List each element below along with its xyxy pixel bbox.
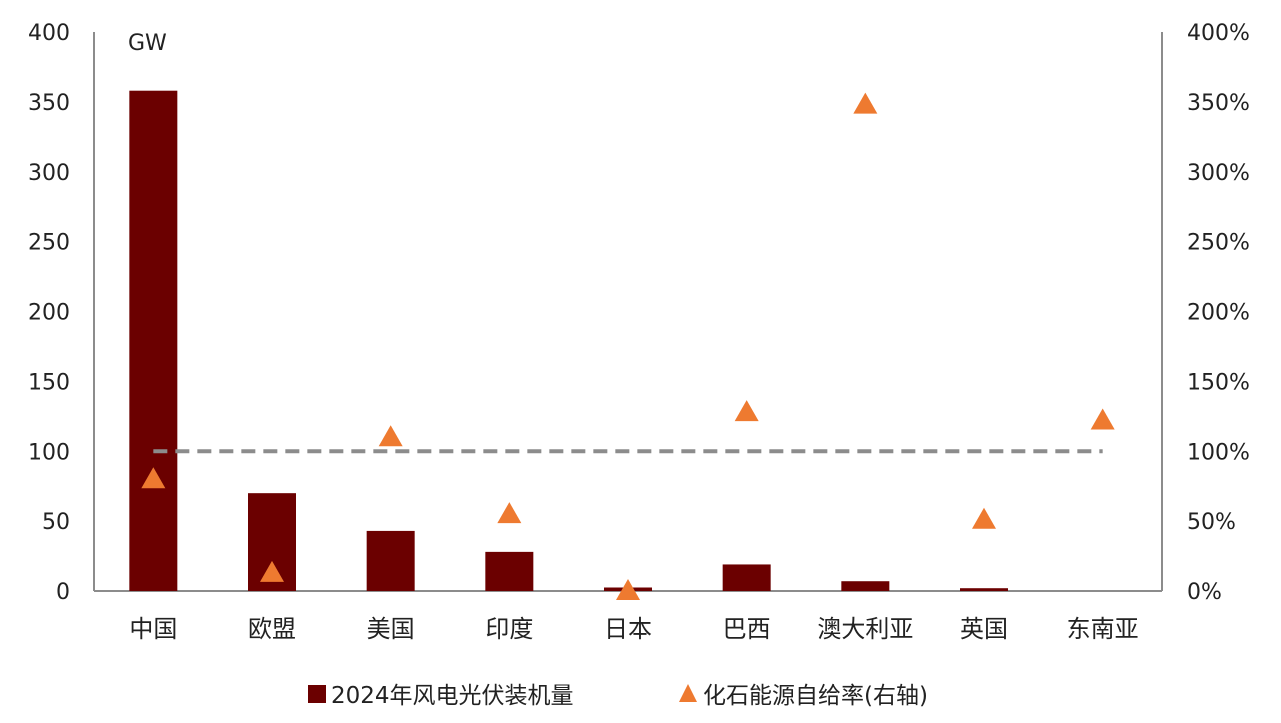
right-tick-label: 400%	[1187, 21, 1250, 46]
left-tick-label: 250	[28, 231, 70, 256]
triangle-marker	[616, 579, 640, 600]
right-tick-label: 150%	[1187, 370, 1250, 395]
category-label: 澳大利亚	[817, 615, 913, 643]
left-tick-label: 400	[28, 21, 70, 46]
category-label: 英国	[960, 615, 1008, 643]
triangle-marker	[734, 400, 759, 422]
category-label: 巴西	[723, 615, 771, 643]
left-axis-unit: GW	[128, 31, 167, 56]
bar-series	[129, 90, 1008, 591]
legend-bar-label: 2024年风电光伏装机量	[331, 683, 574, 709]
left-tick-label: 150	[28, 370, 70, 395]
triangle-marker	[972, 507, 996, 529]
bar	[841, 581, 890, 591]
triangle-marker	[141, 467, 166, 489]
triangle-marker	[378, 425, 403, 447]
triangle-series	[141, 92, 1115, 600]
category-labels: 中国 欧盟 美国 印度 日本 巴西 澳大利亚 英国 东南亚	[129, 615, 1138, 643]
triangle-marker	[1090, 408, 1115, 430]
right-tick-label: 50%	[1187, 510, 1236, 535]
bar	[960, 588, 1008, 591]
triangle-marker	[853, 92, 878, 114]
left-tick-label: 100	[28, 440, 70, 465]
right-tick-label: 350%	[1187, 91, 1250, 116]
left-tick-label: 50	[42, 510, 70, 535]
left-tick-labels: 0 50 100 150 200 250 300 350 400	[28, 21, 70, 605]
category-label: 东南亚	[1067, 615, 1139, 643]
left-tick-label: 300	[28, 161, 70, 186]
right-tick-label: 100%	[1187, 440, 1250, 465]
category-label: 美国	[367, 615, 415, 643]
category-label: 印度	[485, 615, 533, 643]
bar	[722, 564, 771, 591]
legend: 2024年风电光伏装机量 化石能源自给率(右轴)	[308, 683, 928, 709]
right-tick-label: 0%	[1187, 580, 1222, 605]
right-tick-label: 300%	[1187, 161, 1250, 186]
legend-triangle-swatch	[679, 684, 697, 702]
right-tick-label: 250%	[1187, 231, 1250, 256]
bar	[485, 551, 534, 591]
bar	[129, 90, 178, 591]
legend-bar-swatch	[308, 685, 326, 703]
legend-triangle-label: 化石能源自给率(右轴)	[703, 683, 928, 709]
right-tick-labels: 0% 50% 100% 150% 200% 250% 300% 350% 400%	[1187, 21, 1250, 605]
triangle-marker	[260, 560, 284, 582]
left-tick-label: 350	[28, 91, 70, 116]
left-tick-label: 0	[56, 580, 70, 605]
category-label: 中国	[129, 615, 177, 643]
bar	[366, 530, 415, 591]
triangle-marker	[497, 502, 522, 524]
left-tick-label: 200	[28, 301, 70, 326]
category-label: 欧盟	[248, 615, 296, 643]
right-tick-label: 200%	[1187, 301, 1250, 326]
category-label: 日本	[604, 615, 652, 643]
